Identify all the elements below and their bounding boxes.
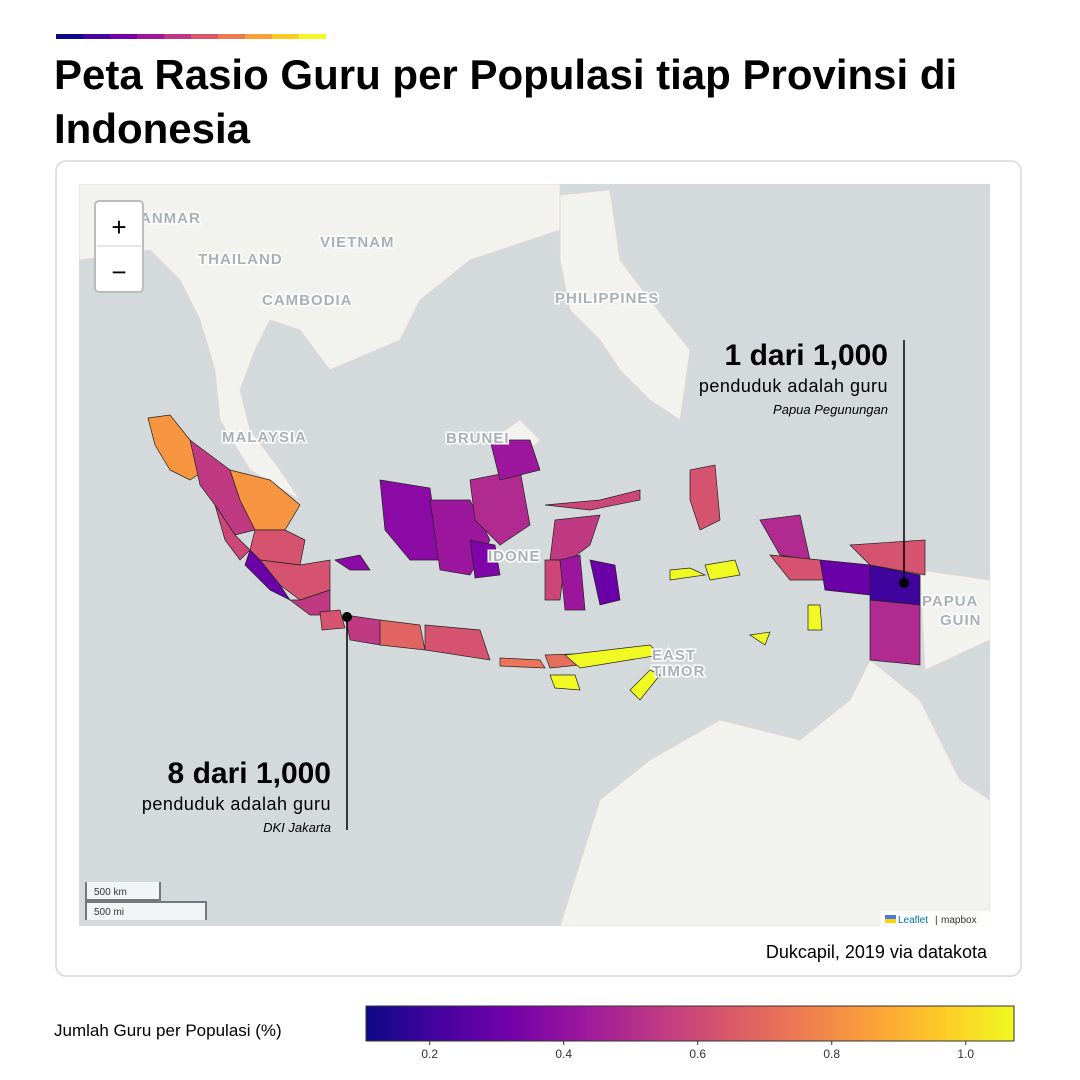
map-labels: ANMAR VIETNAM THAILAND CAMBODIA PHILIPPI… bbox=[139, 209, 983, 682]
province[interactable] bbox=[319, 609, 346, 631]
scale-bar: 500 km 500 mi bbox=[85, 882, 207, 920]
colorbar-tick-label: 0.8 bbox=[823, 1047, 840, 1061]
zoom-in[interactable]: + bbox=[111, 212, 126, 242]
scale-label: 500 km bbox=[94, 887, 127, 898]
annotation: 1 dari 1,000 penduduk adalah guru Papua … bbox=[699, 339, 909, 588]
map-label: GUIN bbox=[940, 612, 982, 629]
province[interactable] bbox=[288, 589, 331, 616]
map-label: VIETNAM bbox=[320, 234, 395, 251]
map-label: MALAYSIA bbox=[222, 429, 307, 446]
legend-title: Jumlah Guru per Populasi (%) bbox=[54, 1021, 282, 1040]
province[interactable] bbox=[469, 539, 501, 579]
province[interactable] bbox=[807, 604, 823, 631]
province[interactable] bbox=[379, 479, 441, 561]
attribution-provider: mapbox bbox=[941, 915, 977, 926]
province[interactable] bbox=[544, 559, 566, 601]
source: Dukcapil, 2019 via datakota bbox=[766, 942, 988, 962]
zoom-control: + − bbox=[94, 200, 144, 293]
province[interactable] bbox=[214, 504, 251, 561]
attribution: Leaflet | mapbox bbox=[880, 911, 990, 926]
province[interactable] bbox=[689, 464, 721, 531]
colorbar-tick-label: 0.2 bbox=[421, 1047, 438, 1061]
province[interactable] bbox=[489, 439, 541, 481]
province[interactable] bbox=[819, 559, 871, 596]
map-label: IDONE bbox=[488, 548, 541, 565]
map-label: PHILIPPINES bbox=[555, 290, 659, 307]
map-label: ANMAR bbox=[140, 210, 201, 227]
land bbox=[79, 184, 990, 926]
colorbar-tick-label: 1.0 bbox=[957, 1047, 974, 1061]
annotation-text: penduduk adalah guru bbox=[142, 794, 331, 814]
map-label: THAILAND bbox=[198, 251, 283, 268]
provinces bbox=[147, 414, 926, 701]
map-label: BRUNEI bbox=[446, 430, 510, 447]
province[interactable] bbox=[849, 539, 926, 576]
annotation-headline: 8 dari 1,000 bbox=[168, 757, 331, 790]
province[interactable] bbox=[629, 669, 661, 701]
top-strip bbox=[56, 34, 326, 39]
title: Peta Rasio Guru per Populasi tiap Provin… bbox=[54, 51, 958, 152]
attribution-link[interactable]: Leaflet bbox=[898, 915, 928, 926]
province[interactable] bbox=[549, 514, 601, 561]
zoom-out[interactable]: − bbox=[111, 257, 126, 287]
province[interactable] bbox=[669, 567, 707, 581]
scale-label: 500 mi bbox=[94, 907, 124, 918]
province[interactable] bbox=[379, 619, 426, 651]
colorbar bbox=[365, 1005, 1015, 1042]
province[interactable] bbox=[749, 631, 771, 646]
province[interactable] bbox=[499, 657, 546, 669]
annotation: 8 dari 1,000 penduduk adalah guru DKI Ja… bbox=[142, 612, 352, 835]
annotation-place: Papua Pegunungan bbox=[773, 402, 888, 417]
colorbar-tick-label: 0.4 bbox=[555, 1047, 572, 1061]
province[interactable] bbox=[424, 624, 491, 661]
province[interactable] bbox=[559, 554, 586, 611]
province[interactable] bbox=[544, 489, 641, 511]
map: ANMAR VIETNAM THAILAND CAMBODIA PHILIPPI… bbox=[79, 184, 990, 926]
province[interactable] bbox=[704, 559, 741, 581]
map-label: TIMOR bbox=[652, 663, 705, 680]
map-label: PAPUA bbox=[922, 593, 978, 610]
province[interactable] bbox=[334, 554, 371, 571]
annotation-place: DKI Jakarta bbox=[263, 820, 331, 835]
annotation-text: penduduk adalah guru bbox=[699, 376, 888, 396]
colorbar-tick-label: 0.6 bbox=[689, 1047, 706, 1061]
map-label: EAST bbox=[652, 647, 696, 664]
map-label: CAMBODIA bbox=[262, 292, 353, 309]
annotation-headline: 1 dari 1,000 bbox=[725, 339, 888, 372]
title-box: Peta Rasio Guru per Populasi tiap Provin… bbox=[54, 51, 958, 152]
province[interactable] bbox=[549, 674, 581, 691]
province[interactable] bbox=[564, 644, 661, 669]
attribution-separator: | bbox=[935, 915, 938, 926]
province[interactable] bbox=[589, 559, 621, 606]
province[interactable] bbox=[869, 599, 921, 666]
